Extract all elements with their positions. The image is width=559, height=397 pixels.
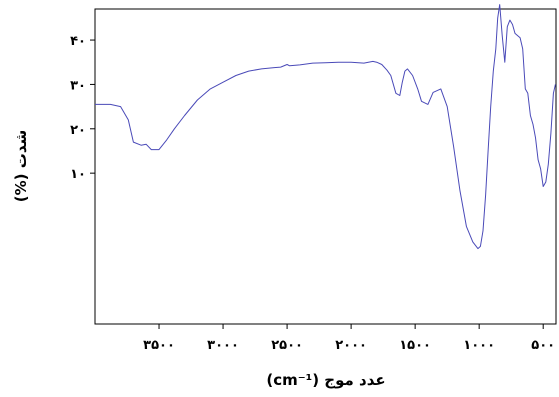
y-tick-label: ۲۰ [70, 123, 86, 138]
x-axis-title: عدد موج (cm⁻¹) [266, 371, 385, 389]
x-tick-label: ۳۵۰۰ [143, 338, 175, 353]
x-axis: ۳۵۰۰ ۳۰۰۰ ۲۵۰۰ ۲۰۰۰ ۱۵۰۰ ۱۰۰۰ ۵۰۰ [143, 324, 555, 353]
x-tick-label: ۱۵۰۰ [399, 338, 431, 353]
y-axis: ۱۰ ۲۰ ۳۰ ۴۰ [70, 34, 95, 182]
x-tick-label: ۵۰۰ [531, 338, 555, 353]
plot-frame [94, 8, 557, 325]
spectrum-line [95, 4, 556, 250]
x-tick-label: ۳۰۰۰ [207, 338, 239, 353]
y-tick-label: ۴۰ [70, 34, 86, 49]
x-tick-label: ۲۵۰۰ [271, 338, 303, 353]
y-tick-label: ۳۰ [70, 78, 86, 93]
x-tick-label: ۱۰۰۰ [463, 338, 495, 353]
x-tick-label: ۲۰۰۰ [335, 338, 367, 353]
y-axis-title: شدت (%) [12, 130, 30, 202]
y-tick-label: ۱۰ [70, 167, 86, 182]
series-group [95, 4, 556, 250]
